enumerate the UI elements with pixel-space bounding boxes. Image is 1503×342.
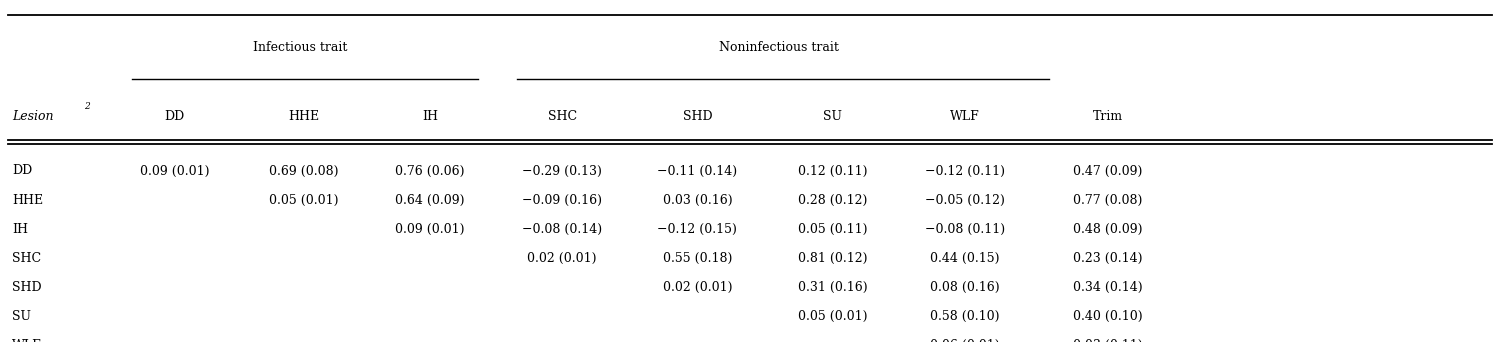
Text: 0.28 (0.12): 0.28 (0.12) [798,194,867,207]
Text: −0.09 (0.16): −0.09 (0.16) [522,194,603,207]
Text: Lesion: Lesion [12,110,54,123]
Text: Noninfectious trait: Noninfectious trait [718,41,839,54]
Text: 0.05 (0.01): 0.05 (0.01) [269,194,338,207]
Text: 0.05 (0.11): 0.05 (0.11) [798,223,867,236]
Text: DD: DD [164,110,185,123]
Text: 0.09 (0.01): 0.09 (0.01) [140,165,209,177]
Text: HHE: HHE [12,194,44,207]
Text: 0.69 (0.08): 0.69 (0.08) [269,165,338,177]
Text: 0.64 (0.09): 0.64 (0.09) [395,194,464,207]
Text: 0.06 (0.01): 0.06 (0.01) [930,339,999,342]
Text: 0.58 (0.10): 0.58 (0.10) [930,310,999,323]
Text: IH: IH [422,110,437,123]
Text: 0.05 (0.01): 0.05 (0.01) [798,310,867,323]
Text: 0.02 (0.01): 0.02 (0.01) [663,281,732,294]
Text: −0.08 (0.11): −0.08 (0.11) [924,223,1006,236]
Text: −0.12 (0.15): −0.12 (0.15) [657,223,738,236]
Text: 0.55 (0.18): 0.55 (0.18) [663,252,732,265]
Text: −0.08 (0.14): −0.08 (0.14) [522,223,603,236]
Text: 0.03 (0.11): 0.03 (0.11) [1073,339,1142,342]
Text: 0.09 (0.01): 0.09 (0.01) [395,223,464,236]
Text: 0.77 (0.08): 0.77 (0.08) [1073,194,1142,207]
Text: WLF: WLF [950,110,980,123]
Text: 0.47 (0.09): 0.47 (0.09) [1073,165,1142,177]
Text: 0.02 (0.01): 0.02 (0.01) [528,252,597,265]
Text: IH: IH [12,223,29,236]
Text: 0.76 (0.06): 0.76 (0.06) [395,165,464,177]
Text: 0.08 (0.16): 0.08 (0.16) [930,281,999,294]
Text: 0.40 (0.10): 0.40 (0.10) [1073,310,1142,323]
Text: SU: SU [12,310,32,323]
Text: 0.48 (0.09): 0.48 (0.09) [1073,223,1142,236]
Text: −0.12 (0.11): −0.12 (0.11) [924,165,1006,177]
Text: −0.05 (0.12): −0.05 (0.12) [924,194,1006,207]
Text: −0.11 (0.14): −0.11 (0.14) [657,165,738,177]
Text: Infectious trait: Infectious trait [254,41,347,54]
Text: SHC: SHC [12,252,41,265]
Text: 0.23 (0.14): 0.23 (0.14) [1073,252,1142,265]
Text: 0.31 (0.16): 0.31 (0.16) [798,281,867,294]
Text: 0.34 (0.14): 0.34 (0.14) [1073,281,1142,294]
Text: 2: 2 [84,102,90,110]
Text: Trim: Trim [1093,110,1123,123]
Text: HHE: HHE [289,110,319,123]
Text: 0.81 (0.12): 0.81 (0.12) [798,252,867,265]
Text: SHD: SHD [682,110,712,123]
Text: −0.29 (0.13): −0.29 (0.13) [522,165,603,177]
Text: 0.44 (0.15): 0.44 (0.15) [930,252,999,265]
Text: 0.03 (0.16): 0.03 (0.16) [663,194,732,207]
Text: WLF: WLF [12,339,42,342]
Text: SU: SU [824,110,842,123]
Text: SHD: SHD [12,281,42,294]
Text: DD: DD [12,165,32,177]
Text: 0.12 (0.11): 0.12 (0.11) [798,165,867,177]
Text: SHC: SHC [547,110,577,123]
